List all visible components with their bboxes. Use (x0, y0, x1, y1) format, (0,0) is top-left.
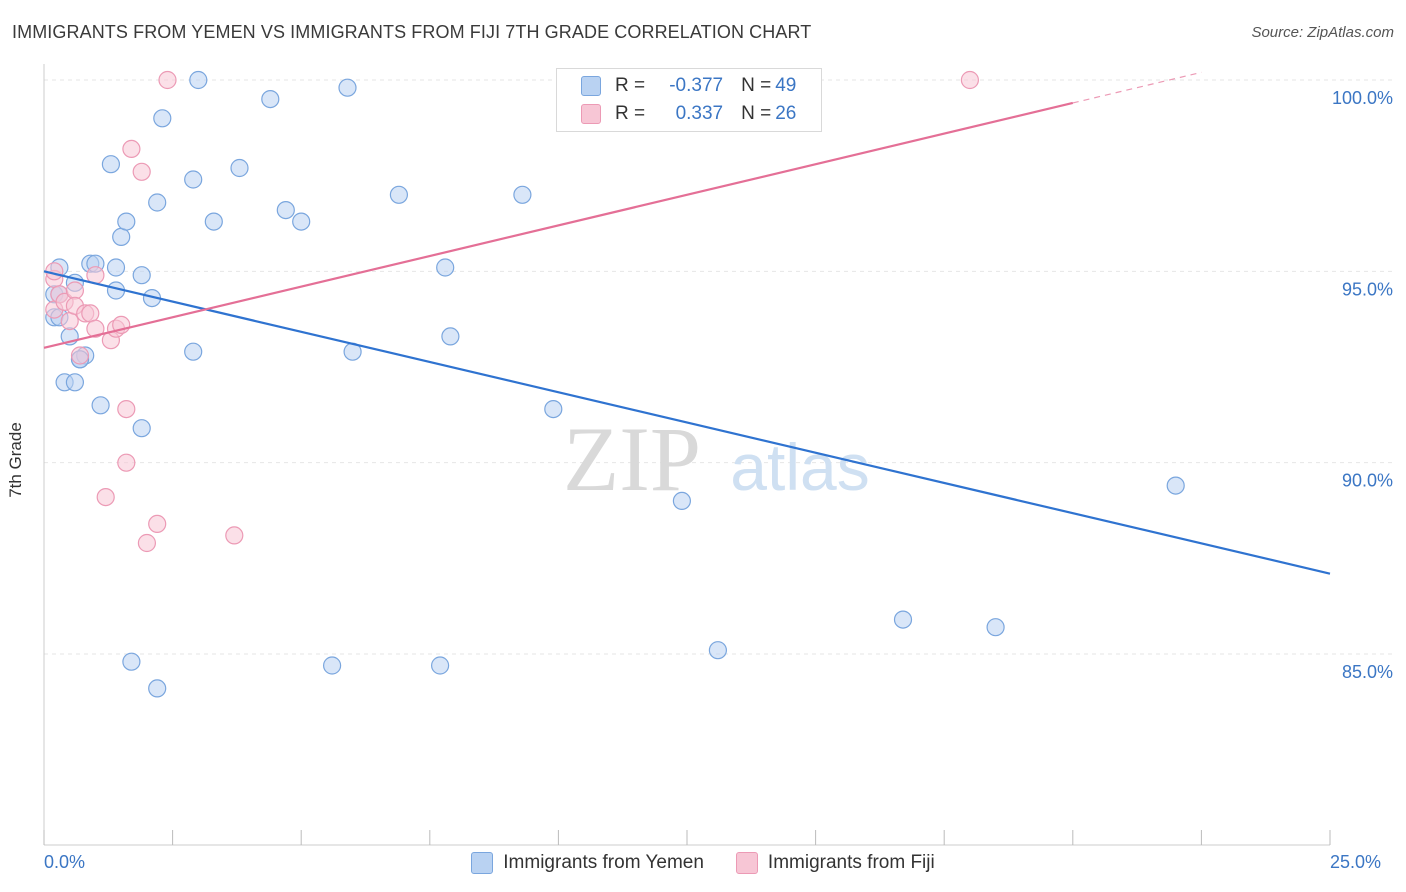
legend-n-value-yemen: 49 (775, 75, 797, 96)
legend-r-label: R = (615, 103, 646, 124)
chart-title: IMMIGRANTS FROM YEMEN VS IMMIGRANTS FROM… (12, 22, 812, 42)
yemen-point (122, 652, 141, 671)
legend-r-value-yemen: -0.377 (669, 75, 724, 96)
fiji-point (122, 139, 141, 158)
legend-n-label: N = (741, 75, 772, 96)
watermark-atlas: atlas (730, 430, 869, 504)
yemen-point (436, 258, 455, 277)
yemen-point (132, 266, 151, 285)
yemen-point (338, 78, 357, 97)
series-legend: Immigrants from Yemen Immigrants from Fi… (0, 852, 1406, 874)
yemen-point (65, 373, 85, 392)
trend-line-yemen (43, 270, 1331, 575)
yemen-point (544, 400, 563, 419)
yemen-point (292, 212, 311, 231)
yemen-point (672, 491, 692, 510)
y-tick-label: 85.0% (1342, 662, 1393, 682)
yemen-point (389, 185, 408, 204)
yemen-point (513, 185, 532, 204)
yemen-point (261, 89, 280, 109)
yemen-point (431, 656, 450, 675)
fiji-point (117, 453, 136, 472)
fiji-point (60, 312, 79, 331)
yemen-point (148, 193, 167, 212)
series-fiji-points (45, 70, 980, 553)
yemen-point (153, 109, 172, 128)
fiji-point (117, 400, 136, 419)
yemen-point (893, 610, 913, 629)
fiji-point (132, 162, 151, 181)
legend-swatch-yemen (471, 852, 494, 874)
fiji-point (137, 533, 156, 553)
y-tick-labels: 100.0% 95.0% 90.0% 85.0% (1332, 88, 1393, 682)
yemen-point (323, 656, 342, 675)
source-credit: Source: ZipAtlas.com (1251, 24, 1394, 41)
y-tick-label: 100.0% (1332, 88, 1393, 108)
series-yemen-points (45, 70, 1185, 698)
fiji-point (225, 526, 244, 545)
yemen-point (986, 618, 1005, 637)
trend-line-fiji (43, 101, 1074, 349)
yemen-point (112, 227, 131, 246)
yemen-point (184, 342, 203, 361)
yemen-point (91, 396, 110, 415)
yemen-point (132, 419, 151, 438)
legend-row-yemen: R = -0.377 N = 49 (581, 73, 796, 99)
yemen-point (230, 158, 249, 178)
yemen-point (101, 155, 121, 174)
legend-row-fiji: R = 0.337 N = 26 (581, 101, 796, 127)
legend-item-fiji[interactable]: Immigrants from Fiji (735, 852, 935, 874)
fiji-point (86, 319, 105, 338)
fiji-point (81, 304, 100, 323)
fiji-point (960, 70, 980, 90)
yemen-point (204, 212, 223, 231)
yemen-point (148, 679, 167, 698)
x-tick-label-max: 25.0% (1330, 852, 1382, 872)
axes (43, 64, 1331, 846)
fiji-point (158, 70, 177, 90)
fiji-point (148, 514, 167, 534)
stats-legend: R = -0.377 N = 49 R = 0.337 N = 26 (556, 68, 822, 132)
yemen-point (1166, 476, 1185, 495)
legend-r-label: R = (615, 75, 646, 96)
y-tick-label: 90.0% (1342, 471, 1393, 491)
x-tick-label-min: 0.0% (44, 852, 86, 872)
legend-n-value-fiji: 26 (775, 103, 797, 124)
yemen-point (106, 258, 126, 277)
legend-label-yemen: Immigrants from Yemen (503, 852, 704, 873)
legend-swatch-yemen (581, 76, 601, 96)
legend-swatch-fiji (735, 852, 758, 874)
legend-item-yemen[interactable]: Immigrants from Yemen (471, 852, 704, 874)
yemen-point (184, 170, 203, 189)
y-tick-label: 95.0% (1342, 279, 1393, 299)
watermark: ZIP atlas (563, 408, 870, 510)
legend-swatch-fiji (581, 104, 601, 124)
yemen-point (708, 641, 728, 660)
fiji-point (96, 488, 115, 507)
yemen-point (117, 212, 136, 231)
legend-n-label: N = (741, 103, 772, 124)
yemen-point (441, 327, 460, 346)
legend-r-value-fiji: 0.337 (675, 103, 724, 124)
trend-lines (43, 71, 1331, 575)
legend-label-fiji: Immigrants from Fiji (767, 852, 935, 873)
fiji-point (70, 346, 90, 365)
trend-line-fiji-extension (1072, 71, 1202, 104)
fiji-point (65, 281, 85, 300)
yemen-point (276, 201, 295, 220)
yemen-point (189, 70, 208, 90)
